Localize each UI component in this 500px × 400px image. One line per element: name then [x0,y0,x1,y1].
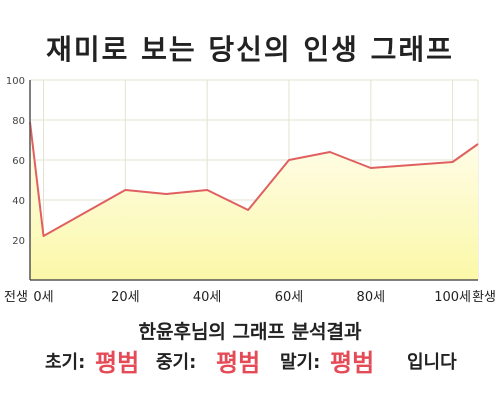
y-tick-label-20: 20 [12,236,25,247]
early-value: 평범 [95,349,140,377]
y-tick-label-80: 80 [12,116,25,127]
x-tick-label-전생: 전생 [4,290,28,305]
x-tick-label-환생: 환생 [472,290,496,305]
x-tick-label-0세: 0세 [33,290,53,305]
early-label: 초기: [45,352,86,373]
y-tick-label-40: 40 [12,196,25,207]
series-line-layer [29,121,479,237]
x-tick-label-20세: 20세 [111,290,140,305]
x-tick-label-60세: 60세 [275,290,304,305]
middle-value: 평범 [216,349,261,377]
late-value: 평범 [330,349,375,377]
result-summary: 초기: 평범 중기: 평범 말기: 평범 입니다 [0,345,500,381]
x-tick-label-40세: 40세 [193,290,222,305]
area-fill-layer [30,122,478,280]
middle-label: 중기: [156,352,197,373]
area-fill [30,122,478,280]
y-tick-labels: 20 40 60 80 100 [6,76,25,247]
y-tick-label-100: 100 [6,76,25,87]
x-tick-labels: 전생 0세 20세 40세 60세 80세 100세 환생 [4,290,496,305]
result-title: 한윤후님의 그래프 분석결과 [138,321,362,343]
result-suffix: 입니다 [407,352,457,373]
x-tick-label-100세: 100세 [434,290,471,305]
late-label: 말기: [280,352,321,373]
chart-title: 재미로 보는 당신의 인생 그래프 [46,33,454,66]
x-tick-label-80세: 80세 [357,290,386,305]
y-tick-label-60: 60 [12,156,25,167]
axes [29,80,478,281]
